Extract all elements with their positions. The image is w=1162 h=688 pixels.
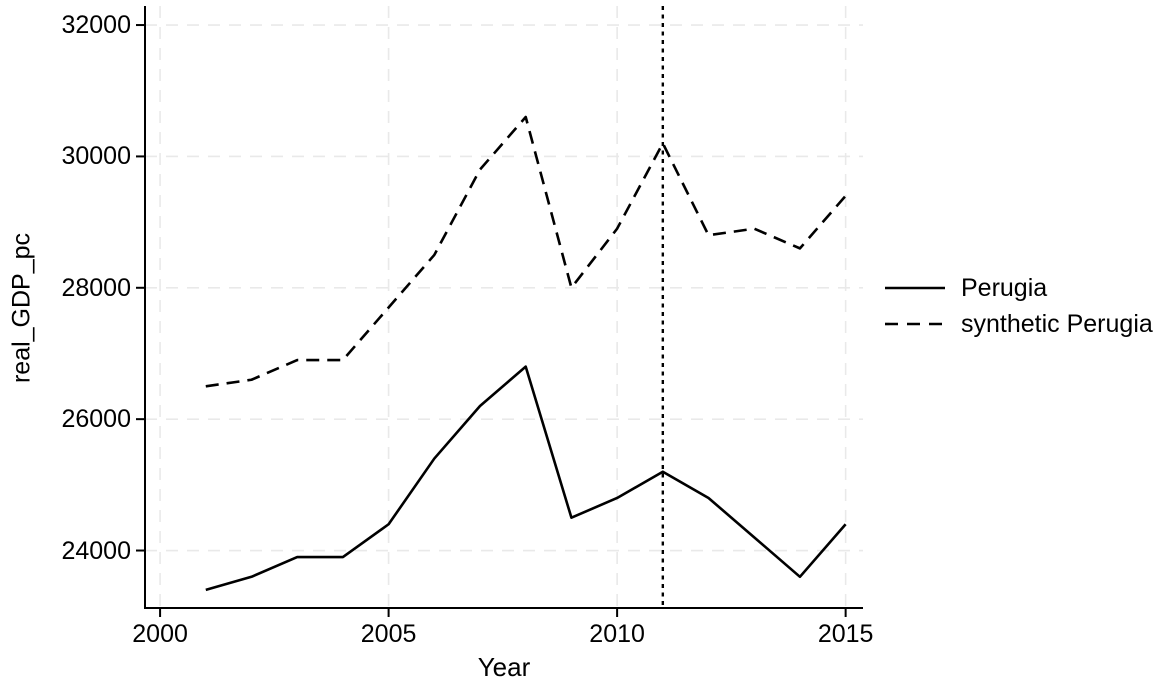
legend-solid-line-icon: [885, 286, 945, 290]
x-tick-label: 2000: [132, 620, 188, 648]
legend-item-synthetic-perugia: synthetic Perugia: [884, 308, 1153, 340]
legend: Perugia synthetic Perugia: [884, 272, 1153, 340]
series-line-synthetic-perugia: [205, 115, 847, 388]
y-tick-label: 30000: [61, 142, 131, 171]
legend-label-perugia: Perugia: [961, 273, 1048, 302]
x-tick-label: 2005: [360, 620, 417, 648]
y-tick-label: 26000: [61, 405, 131, 434]
series-line-perugia: [205, 365, 847, 592]
y-tick-label: 32000: [61, 11, 131, 40]
legend-dashed-line-icon: [885, 322, 945, 326]
legend-label-synthetic-perugia: synthetic Perugia: [961, 309, 1153, 338]
legend-item-perugia: Perugia: [884, 272, 1153, 304]
x-axis-title: Year: [477, 652, 531, 682]
x-tick-label: 2015: [817, 620, 874, 648]
y-tick-label: 28000: [61, 273, 131, 302]
y-tick-label: 24000: [61, 536, 131, 565]
x-tick-label: 2010: [589, 620, 645, 648]
